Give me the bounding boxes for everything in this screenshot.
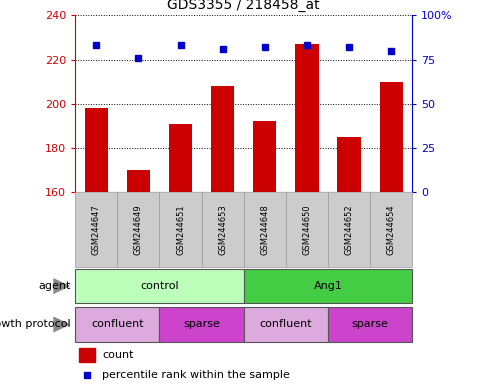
Text: Ang1: Ang1 xyxy=(313,281,342,291)
Text: agent: agent xyxy=(38,281,70,291)
Bar xyxy=(369,192,411,267)
Bar xyxy=(78,348,95,362)
Bar xyxy=(85,108,107,192)
Bar xyxy=(201,192,243,267)
Text: confluent: confluent xyxy=(91,319,143,329)
Text: growth protocol: growth protocol xyxy=(0,319,70,329)
Bar xyxy=(379,82,402,192)
Bar xyxy=(243,192,285,267)
Text: sparse: sparse xyxy=(183,319,220,329)
Text: GSM244652: GSM244652 xyxy=(344,204,353,255)
Text: GSM244651: GSM244651 xyxy=(176,204,184,255)
Bar xyxy=(75,192,117,267)
Bar xyxy=(243,269,411,303)
Title: GDS3355 / 218458_at: GDS3355 / 218458_at xyxy=(167,0,319,12)
Text: GSM244654: GSM244654 xyxy=(386,204,395,255)
Text: GSM244648: GSM244648 xyxy=(260,204,269,255)
Bar xyxy=(253,121,276,192)
Text: GSM244649: GSM244649 xyxy=(134,204,143,255)
Bar xyxy=(117,192,159,267)
Bar xyxy=(211,86,234,192)
Text: GSM244650: GSM244650 xyxy=(302,204,311,255)
Text: count: count xyxy=(102,350,134,360)
Polygon shape xyxy=(53,278,70,294)
Text: percentile rank within the sample: percentile rank within the sample xyxy=(102,370,289,380)
Bar xyxy=(337,137,360,192)
Polygon shape xyxy=(53,316,70,333)
Bar xyxy=(75,269,243,303)
Bar xyxy=(159,307,243,342)
Bar xyxy=(285,192,327,267)
Bar xyxy=(327,307,411,342)
Text: GSM244647: GSM244647 xyxy=(91,204,101,255)
Bar xyxy=(295,44,318,192)
Text: control: control xyxy=(140,281,179,291)
Bar xyxy=(75,307,159,342)
Text: confluent: confluent xyxy=(259,319,312,329)
Bar xyxy=(168,124,192,192)
Bar xyxy=(159,192,201,267)
Text: sparse: sparse xyxy=(351,319,388,329)
Bar xyxy=(126,170,150,192)
Text: GSM244653: GSM244653 xyxy=(218,204,227,255)
Bar xyxy=(327,192,369,267)
Bar xyxy=(243,307,327,342)
